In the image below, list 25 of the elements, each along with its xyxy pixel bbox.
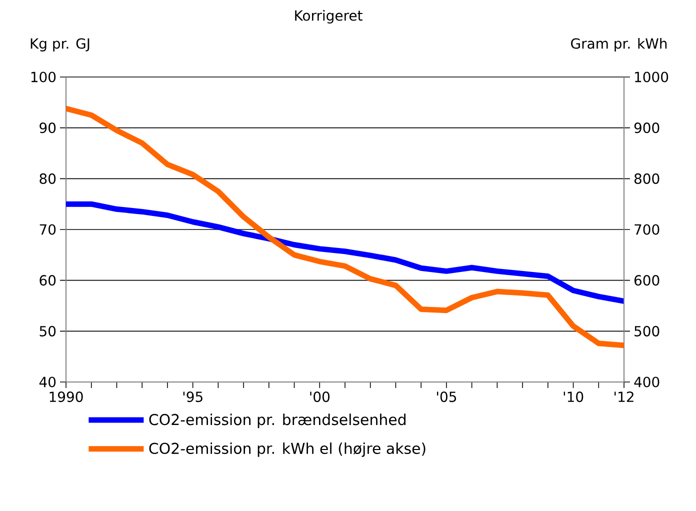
y2-tick-label: 600 [634, 275, 660, 286]
x-tick-label: '10 [564, 392, 584, 402]
y-tick-label: 50 [40, 326, 56, 336]
legend-label: CO2-emission pr. brændselsenhed [149, 414, 406, 428]
y2-tick-label: 800 [634, 173, 660, 184]
chart-title: Korrigeret [295, 10, 362, 24]
y2-tick-label: 1000 [635, 72, 668, 82]
y2-tick-label: 700 [634, 224, 660, 235]
y2-tick-label: 900 [634, 122, 660, 134]
y-tick-label: 70 [40, 224, 56, 235]
y-tick-label: 100 [31, 72, 56, 82]
y-tick-label: 80 [40, 173, 56, 184]
y-tick-label: 40 [39, 376, 56, 388]
y2-axis-title: Gram pr. kWh [571, 38, 667, 52]
x-tick-label: '00 [310, 392, 330, 402]
legend-label: CO2-emission pr. kWh el (højre akse) [149, 442, 426, 457]
y2-tick-label: 400 [634, 376, 660, 388]
x-tick-label: '95 [183, 392, 202, 402]
y-tick-label: 60 [40, 275, 56, 286]
x-tick-label: '12 [614, 392, 634, 402]
x-tick-label: 1990 [50, 392, 83, 402]
y-tick-label: 90 [40, 122, 56, 134]
x-tick-label: '05 [437, 392, 456, 402]
y-axis-title: Kg pr. GJ [30, 38, 90, 52]
y2-tick-label: 500 [634, 326, 660, 336]
